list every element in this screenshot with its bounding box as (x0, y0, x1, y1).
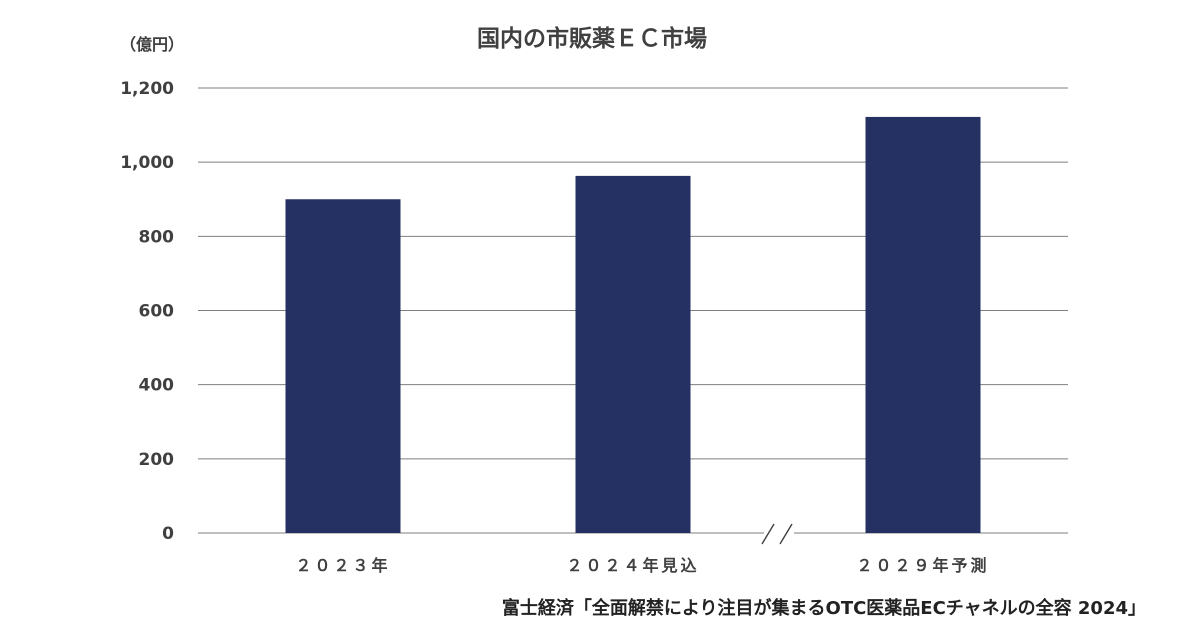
axis-break-mark (761, 523, 793, 545)
source-note: 富士経済「全面解禁により注目が集まるOTC医薬品ECチャネルの全容 2024」 (502, 597, 1146, 619)
bar (575, 175, 691, 533)
y-tick-label: 600 (139, 302, 175, 322)
y-tick-label: 1,200 (120, 79, 174, 99)
chart-title: 国内の市販薬ＥＣ市場 (477, 25, 707, 52)
y-tick-label: 800 (139, 227, 175, 247)
bars (285, 116, 981, 534)
axis-break-stroke (761, 523, 775, 545)
y-axis-tick-labels: 0 200 400 600 800 1,000 1,200 (120, 79, 174, 544)
axis-break-stroke (779, 523, 793, 545)
x-axis-category-labels: ２０２３年 ２０２４年見込 ２０２９年予測 (295, 556, 989, 575)
x-category-label: ２０２９年予測 (856, 556, 989, 575)
y-tick-label: 200 (139, 450, 175, 470)
y-tick-label: 400 (139, 376, 175, 396)
x-category-label: ２０２４年見込 (566, 556, 699, 575)
x-category-label: ２０２３年 (295, 556, 390, 575)
bar (865, 116, 981, 534)
bar (285, 199, 401, 533)
y-tick-label: 1,000 (120, 153, 174, 173)
y-tick-label: 0 (162, 524, 174, 544)
y-axis-unit-label: （億円） (120, 35, 184, 54)
